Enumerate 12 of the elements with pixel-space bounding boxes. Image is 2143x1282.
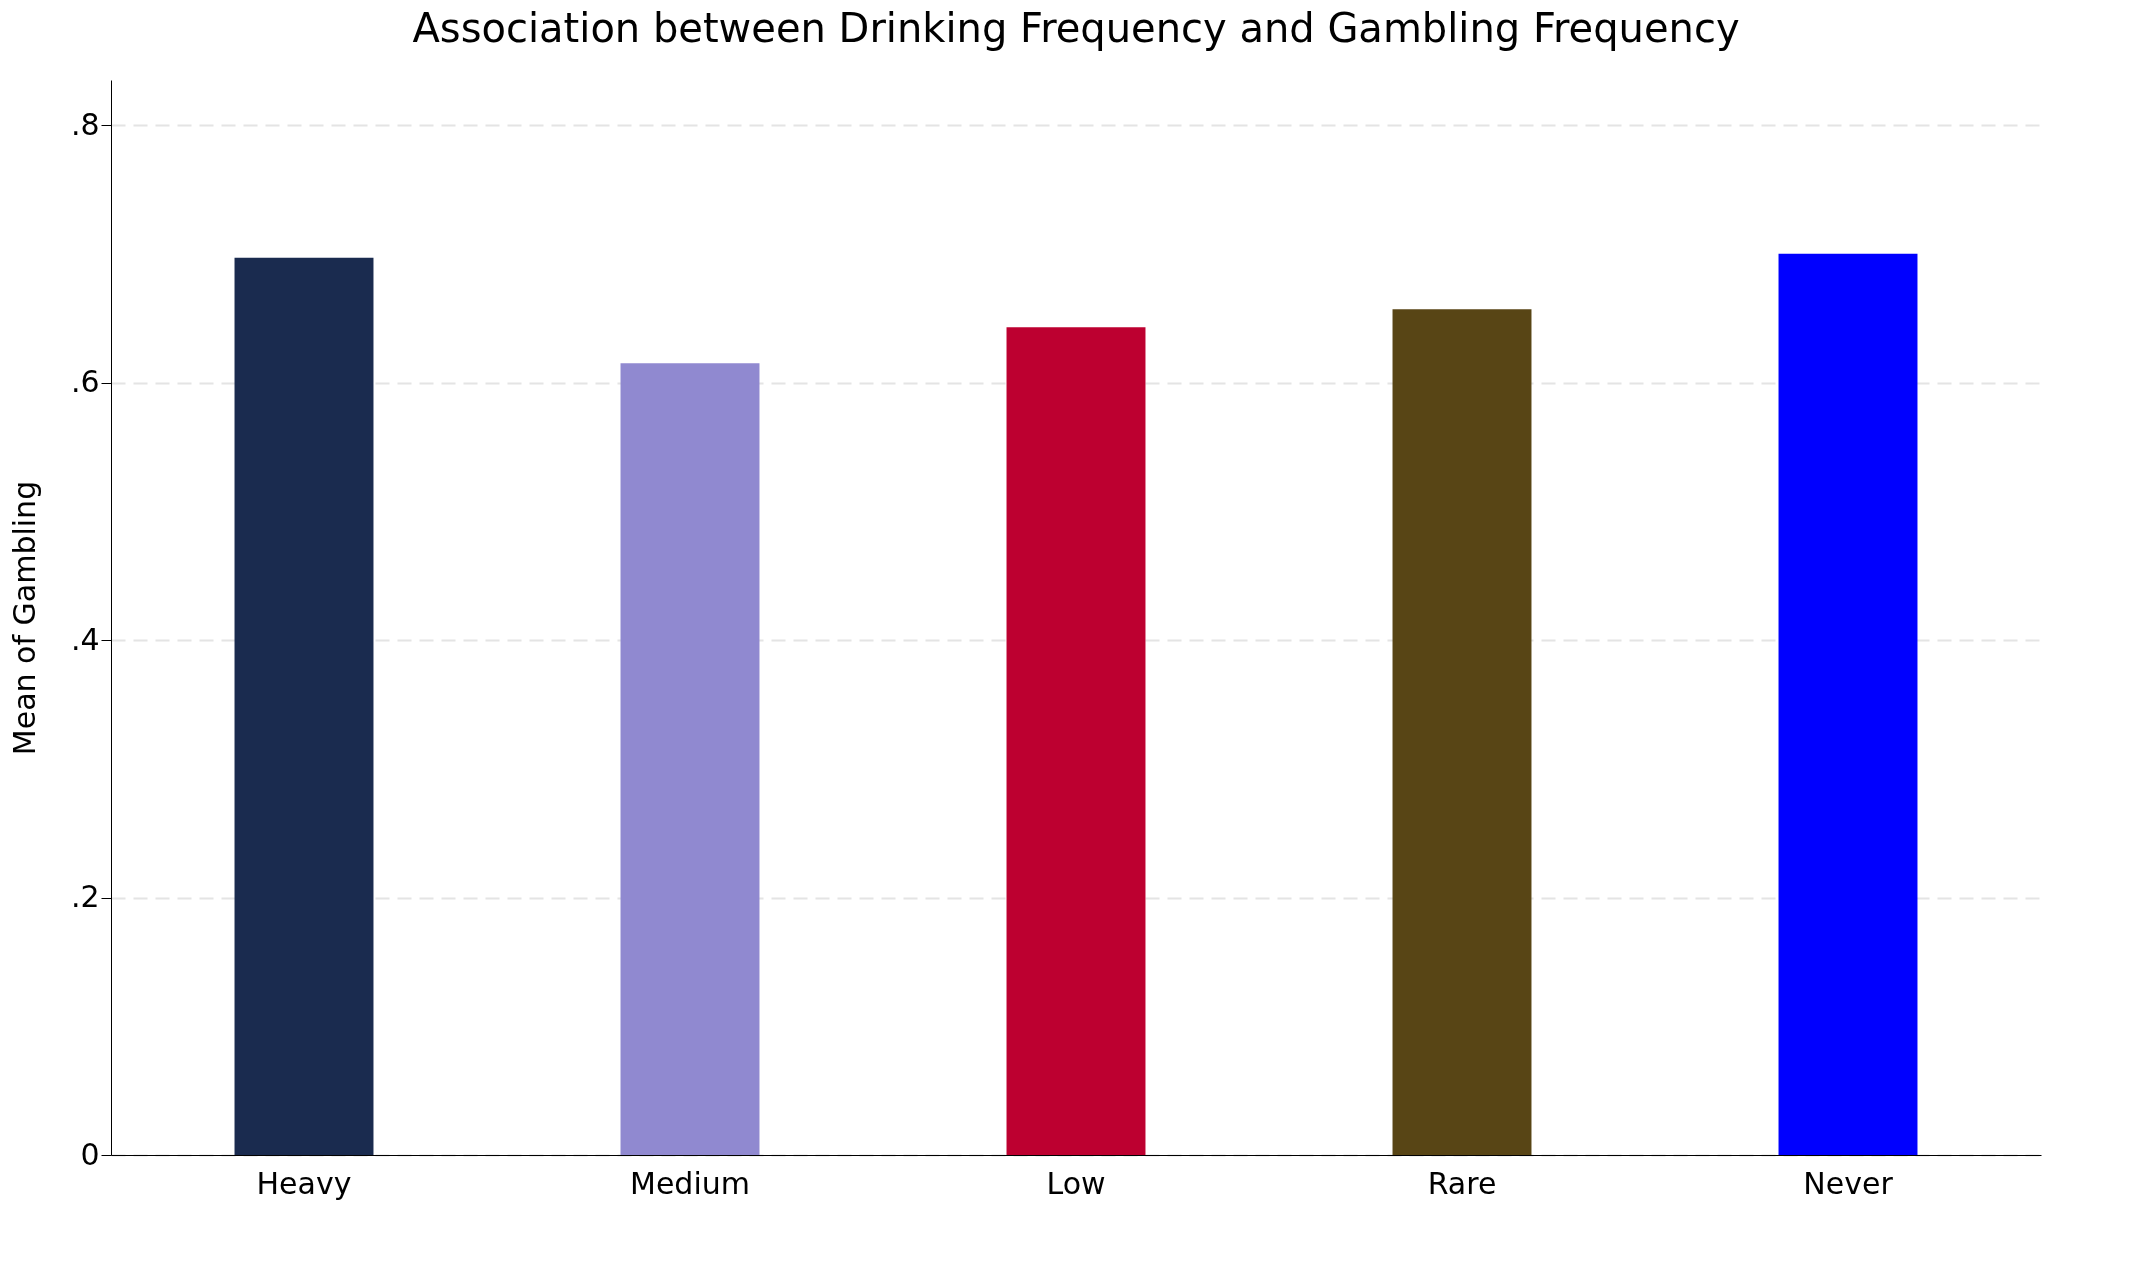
y-tick-label: .2 [70,879,100,915]
x-tick-label: Rare [1427,1165,1497,1201]
x-tick-label: Heavy [256,1165,352,1201]
x-tick-label: Medium [630,1165,750,1201]
y-tick-label: .8 [70,106,100,142]
y-tick-label: .4 [70,621,100,657]
chart-title: Association between Drinking Frequency and Gambling Frequency [412,5,1740,51]
y-tick-label: 0 [80,1136,100,1172]
y-axis-title: Mean of Gambling [6,480,42,756]
x-tick-label: Low [1046,1165,1106,1201]
x-tick-label: Never [1803,1165,1894,1201]
y-tick-label: .6 [70,364,100,400]
